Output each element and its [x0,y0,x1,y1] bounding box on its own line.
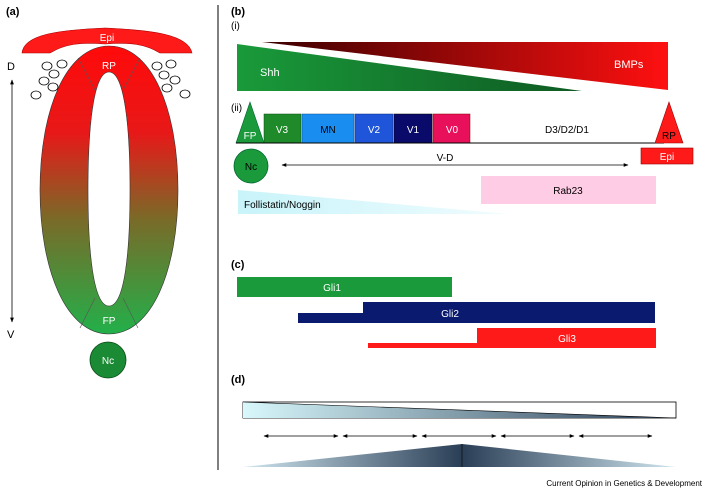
panel-a-label: (a) [6,6,20,18]
notochord [89,341,127,379]
gli1-label: Gli1 [323,283,341,294]
axis-d-label: D [7,61,15,73]
domain-mn-box [301,113,355,144]
panel-b-ii-label: (ii) [231,103,242,114]
nc-circle-label: Nc [245,162,257,173]
fp-label: FP [103,316,116,327]
panel-d-bottom-left [243,444,462,467]
epidermis-shape [21,27,193,54]
fp-boundary-left [79,297,96,329]
dorsal-domains-label: D3/D2/D1 [545,125,589,136]
neural-tube [39,45,179,335]
fp-boundary-right [122,297,139,329]
neural-crest-cells-right [151,59,191,99]
gli3-bar [368,328,656,348]
credit-text: Current Opinion in Genetics & Developmen… [546,479,702,488]
domain-v0-box [432,113,471,144]
rab23-label: Rab23 [553,186,583,197]
rp-boundary-right [122,57,141,91]
nc-circle [233,148,269,184]
gli3-label: Gli3 [558,334,576,345]
epi-label: Epi [100,33,114,44]
rp-boundary-left [77,57,96,91]
domain-v2-label: V2 [368,125,381,136]
vd-axis-label: V-D [437,153,454,164]
panel-d-top-diagonal [242,401,677,419]
domain-v0-label: V0 [446,125,459,136]
domain-v3-label: V3 [276,125,289,136]
nc-label: Nc [102,356,114,367]
rp-triangle-label: RP [662,131,676,142]
epi-box-label: Epi [660,152,674,163]
shh-gradient [237,44,582,91]
follistatin-gradient [238,190,508,214]
gli1-bar [237,277,452,297]
panel-d-label: (d) [231,374,245,386]
gli2-bar [298,302,655,323]
rp-label: RP [102,61,116,72]
fp-triangle-label: FP [244,131,257,142]
domain-v1-label: V1 [407,125,420,136]
panel-c-label: (c) [231,259,245,271]
epi-box [640,147,694,165]
axis-v-label: V [7,329,15,341]
gli2-label: Gli2 [441,309,459,320]
bmps-label: BMPs [614,59,644,71]
domain-mn-label: MN [320,125,336,136]
shh-label: Shh [260,67,280,79]
neural-crest-cells-left [30,59,68,100]
follistatin-label: Follistatin/Noggin [244,200,321,211]
panel-b-i-label: (i) [231,21,240,32]
rp-triangle [654,101,684,144]
domain-v2-box [354,113,394,144]
rab23-box [481,176,656,204]
panel-b-label: (b) [231,6,245,18]
domain-v1-box [393,113,433,144]
bmp-gradient [262,42,668,90]
panel-d-bottom-right [462,444,676,467]
